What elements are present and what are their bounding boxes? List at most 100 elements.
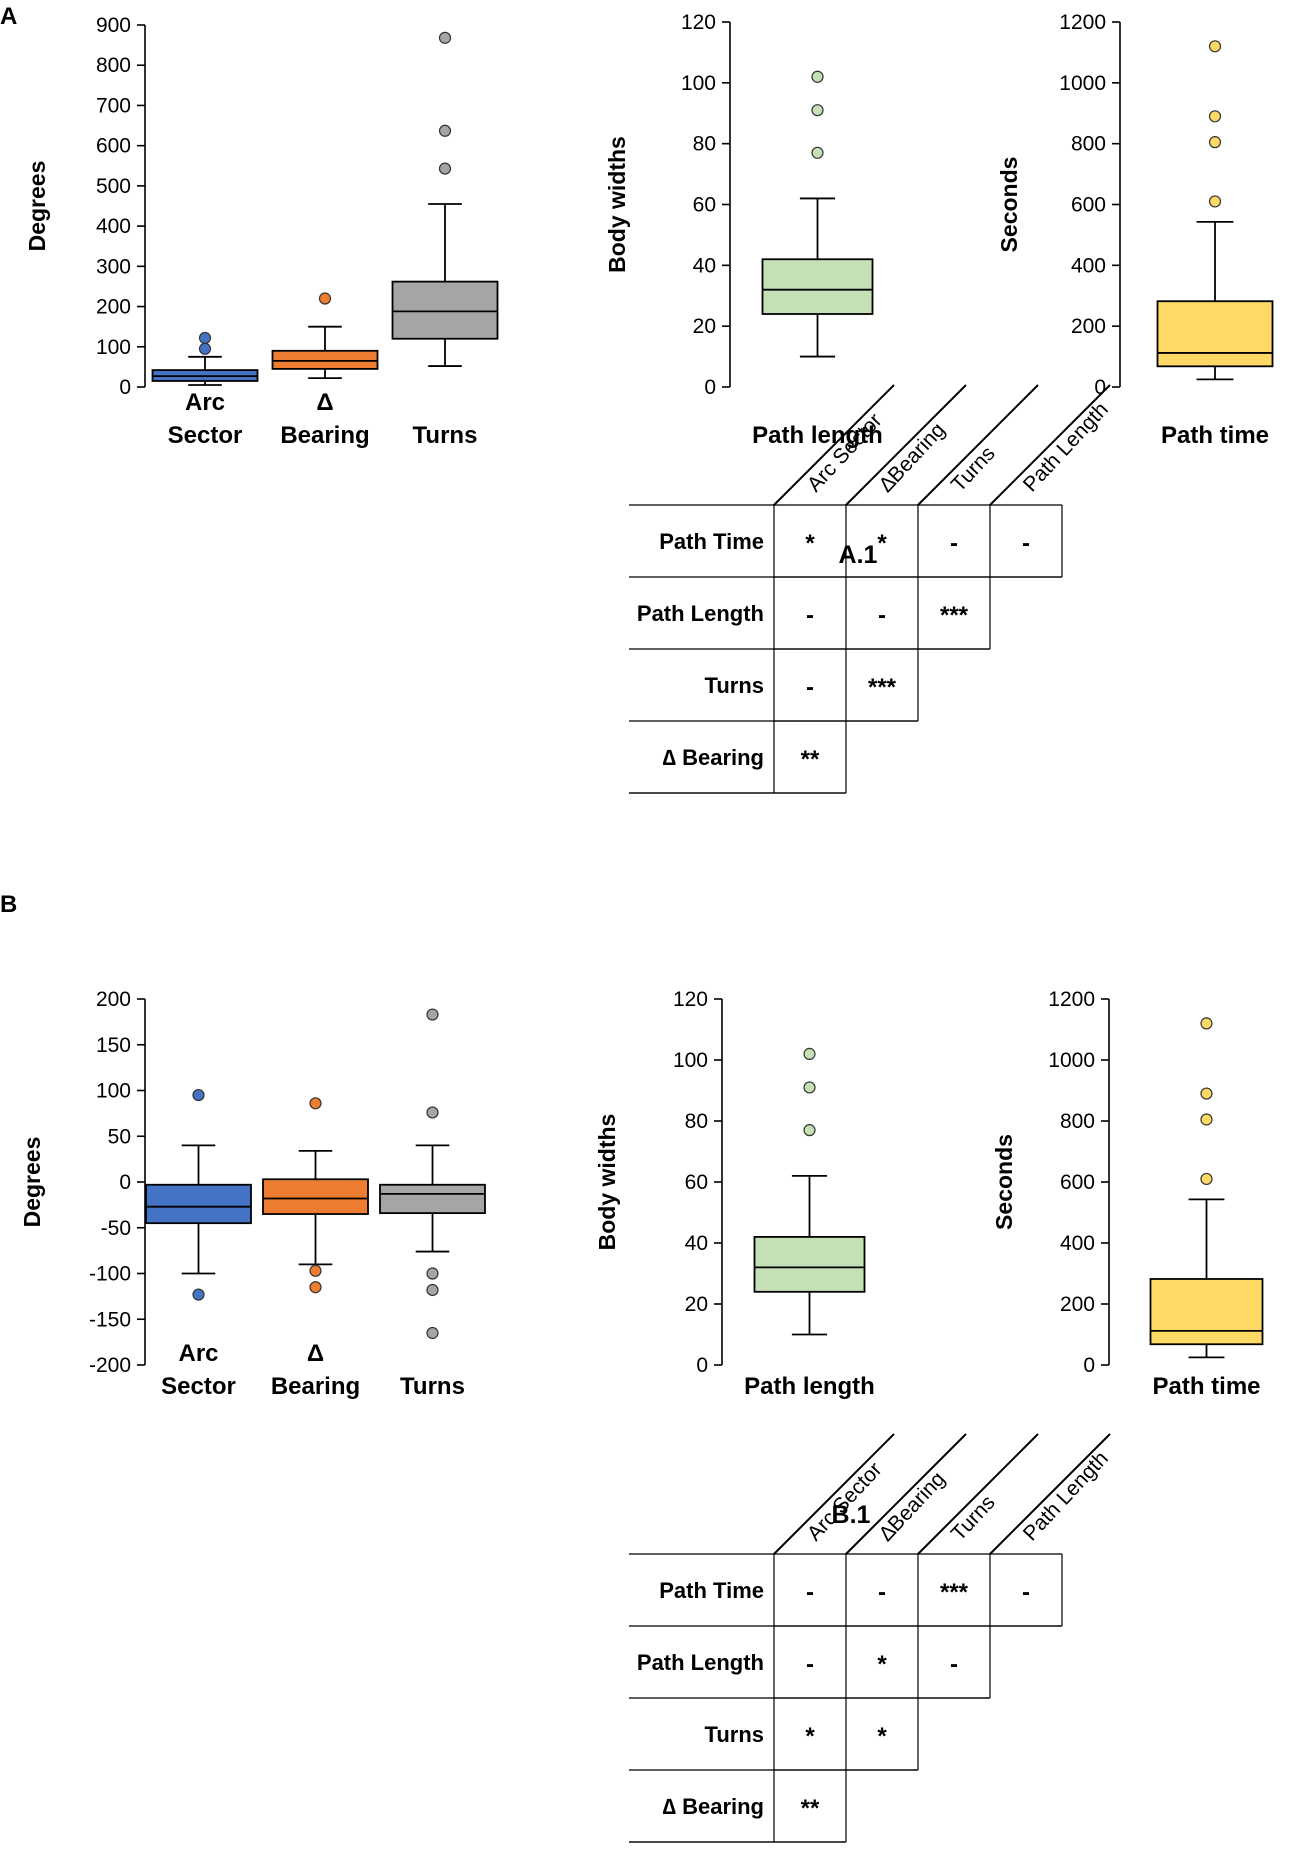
outlier-point — [192, 1288, 205, 1301]
y-tick-label: 800 — [96, 54, 131, 77]
box-iqr — [391, 280, 499, 340]
y-tick-label: 1200 — [1059, 11, 1106, 34]
header-divider — [773, 1433, 895, 1555]
y-axis-label: Degrees — [19, 1137, 45, 1228]
box-group: Δ Bearing — [262, 1097, 369, 1400]
y-tick-label: 100 — [96, 1080, 131, 1103]
header-divider — [773, 384, 895, 506]
table-title: B.1 — [832, 1501, 871, 1529]
category-label: Path time — [1152, 1373, 1260, 1400]
header-divider — [989, 384, 1111, 506]
table-title: A.1 — [839, 541, 878, 569]
y-tick-label: 100 — [673, 1049, 708, 1072]
box-iqr — [1156, 300, 1274, 368]
significance-cell: * — [877, 1651, 887, 1678]
box-plot-6: 0 200 400 600 800 1000 1200 Seconds Path time — [991, 988, 1264, 1400]
category-label: Arc — [185, 389, 225, 416]
outlier-point — [426, 1008, 439, 1021]
y-tick-label: 1200 — [1048, 988, 1095, 1011]
table-row: Path Time * * - - — [629, 504, 1063, 578]
row-label: Path Length — [637, 601, 764, 626]
column-label: Path Length — [1019, 398, 1113, 497]
y-tick-label: 0 — [1083, 1354, 1095, 1377]
box-group: Turns — [379, 1008, 486, 1400]
table-row: Turns - *** — [629, 648, 990, 722]
y-tick-label: 60 — [693, 194, 716, 217]
header-divider — [917, 1433, 1039, 1555]
y-tick-label: 0 — [1094, 376, 1106, 399]
y-axis-label: Seconds — [991, 1134, 1017, 1230]
y-tick-label: 80 — [693, 133, 716, 156]
box-group: Turns — [391, 31, 499, 449]
table-row: ∆ Bearing ** — [629, 720, 918, 794]
y-tick-label: -200 — [89, 1354, 131, 1377]
y-tick-label: 120 — [681, 11, 716, 34]
y-tick-label: 20 — [693, 315, 716, 338]
category-label: Turns — [413, 422, 478, 449]
category-label: Path time — [1161, 422, 1269, 449]
y-tick-label: 600 — [1071, 194, 1106, 217]
outlier-point — [198, 342, 212, 355]
box-iqr — [761, 258, 874, 315]
box-iqr — [262, 1178, 369, 1215]
outlier-point — [438, 162, 452, 175]
y-tick-label: 200 — [1071, 315, 1106, 338]
significance-cell: - — [806, 1651, 814, 1678]
y-tick-label: 0 — [119, 1171, 131, 1194]
y-tick-label: 0 — [119, 376, 131, 399]
outlier-point — [1200, 1113, 1213, 1126]
y-tick-label: 400 — [96, 215, 131, 238]
significance-cell: *** — [940, 1579, 969, 1606]
significance-cell: ** — [801, 1795, 820, 1822]
outlier-point — [1208, 40, 1222, 53]
y-tick-label: 400 — [1071, 254, 1106, 277]
table-row: Path Time - - *** - — [629, 1553, 1063, 1627]
outlier-point — [426, 1267, 439, 1280]
y-tick-label: 700 — [96, 94, 131, 117]
column-label: Arc Sector — [803, 1458, 887, 1545]
significance-cell: - — [950, 1651, 958, 1678]
y-tick-label: 100 — [96, 336, 131, 359]
y-axis-label: Seconds — [996, 157, 1022, 253]
y-tick-label: 900 — [96, 14, 131, 37]
y-tick-label: 400 — [1060, 1232, 1095, 1255]
outlier-point — [309, 1281, 322, 1294]
table-row: Path Length - * - — [629, 1625, 1062, 1699]
outlier-point — [198, 331, 212, 345]
box-iqr — [145, 1183, 252, 1225]
category-label: Bearing — [271, 1373, 360, 1400]
header-divider — [917, 384, 1039, 506]
significance-cell: - — [1022, 1579, 1030, 1606]
y-tick-label: 600 — [1060, 1171, 1095, 1194]
outlier-point — [811, 70, 824, 83]
category-label: Bearing — [280, 422, 369, 449]
y-tick-label: 20 — [685, 1293, 708, 1316]
y-tick-label: 300 — [96, 255, 131, 278]
box-group: Δ Bearing — [271, 292, 379, 449]
category-label: Path length — [752, 422, 883, 449]
significance-cell: ** — [801, 746, 820, 773]
box-group: Arc Sector — [145, 1088, 252, 1400]
outlier-point — [811, 146, 824, 159]
y-tick-label: -150 — [89, 1308, 131, 1331]
box-plot-3: 0 200 400 600 800 1000 1200 Seconds Path time — [996, 11, 1274, 449]
y-axis-label: Body widths — [604, 136, 630, 273]
outlier-point — [803, 1124, 816, 1137]
significance-cell: - — [806, 674, 814, 701]
significance-cell: - — [878, 602, 886, 629]
outlier-point — [438, 31, 452, 44]
box-group: Path time — [1149, 1017, 1264, 1400]
y-tick-label: 80 — [685, 1110, 708, 1133]
y-tick-label: 600 — [96, 135, 131, 158]
significance-cell: - — [806, 1579, 814, 1606]
y-tick-label: 1000 — [1048, 1049, 1095, 1072]
table-row: Path Length - - *** — [629, 576, 1062, 650]
outlier-point — [309, 1264, 322, 1277]
y-axis-label: Degrees — [24, 161, 50, 252]
row-label: ∆ Bearing — [663, 1794, 764, 1819]
box-group: Path length — [744, 1047, 875, 1400]
box-iqr — [753, 1236, 866, 1293]
significance-cell: - — [806, 602, 814, 629]
